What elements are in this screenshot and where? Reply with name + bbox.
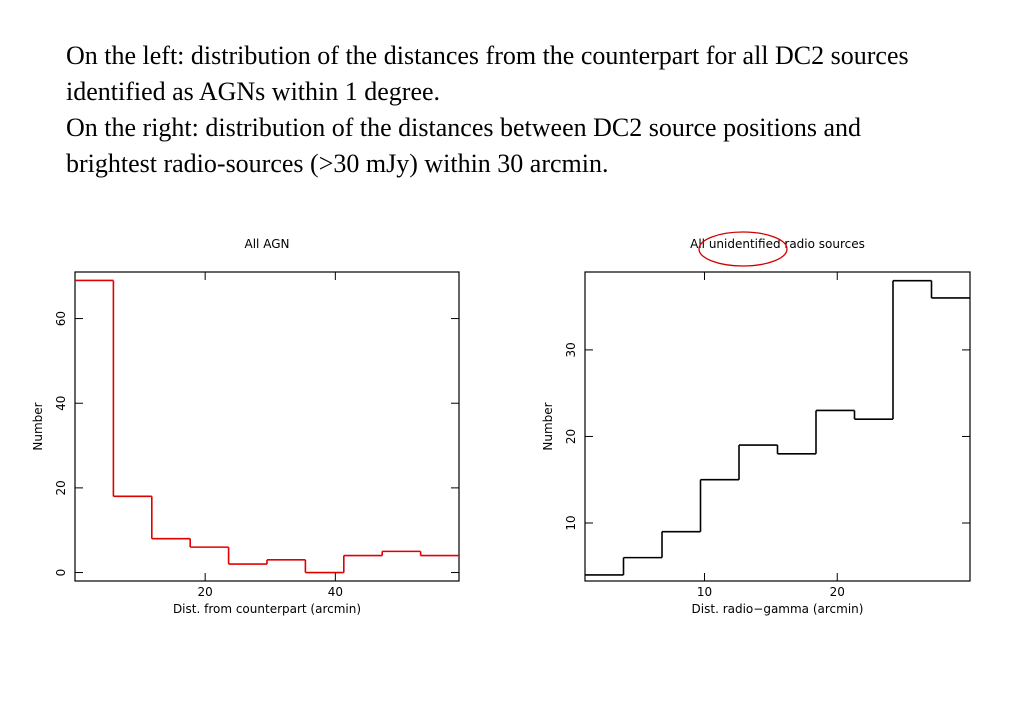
y-axis-label: Number	[31, 402, 45, 450]
y-tick-label: 40	[54, 396, 68, 411]
y-tick-label: 10	[564, 515, 578, 530]
caption-line: On the left: distribution of the distanc…	[66, 41, 909, 106]
caption: On the left: distribution of the distanc…	[66, 38, 946, 182]
chart-title: All AGN	[245, 237, 290, 251]
chart-title: All unidentified radio sources	[690, 237, 865, 251]
x-axis-label: Dist. radio−gamma (arcmin)	[692, 602, 864, 616]
y-tick-label: 30	[564, 342, 578, 357]
y-tick-label: 20	[54, 480, 68, 495]
x-tick-label: 10	[697, 585, 712, 599]
caption-line: On the right: distribution of the distan…	[66, 113, 862, 178]
x-axis-label: Dist. from counterpart (arcmin)	[173, 602, 361, 616]
y-tick-label: 20	[564, 429, 578, 444]
highlight-ellipse	[698, 231, 788, 267]
plot-frame	[584, 271, 971, 582]
y-tick-label: 60	[54, 311, 68, 326]
y-tick-label: 0	[54, 569, 68, 577]
x-tick-label: 20	[198, 585, 213, 599]
x-tick-label: 40	[328, 585, 343, 599]
plot-frame	[74, 271, 460, 582]
y-axis-label: Number	[541, 402, 555, 450]
x-tick-label: 20	[830, 585, 845, 599]
